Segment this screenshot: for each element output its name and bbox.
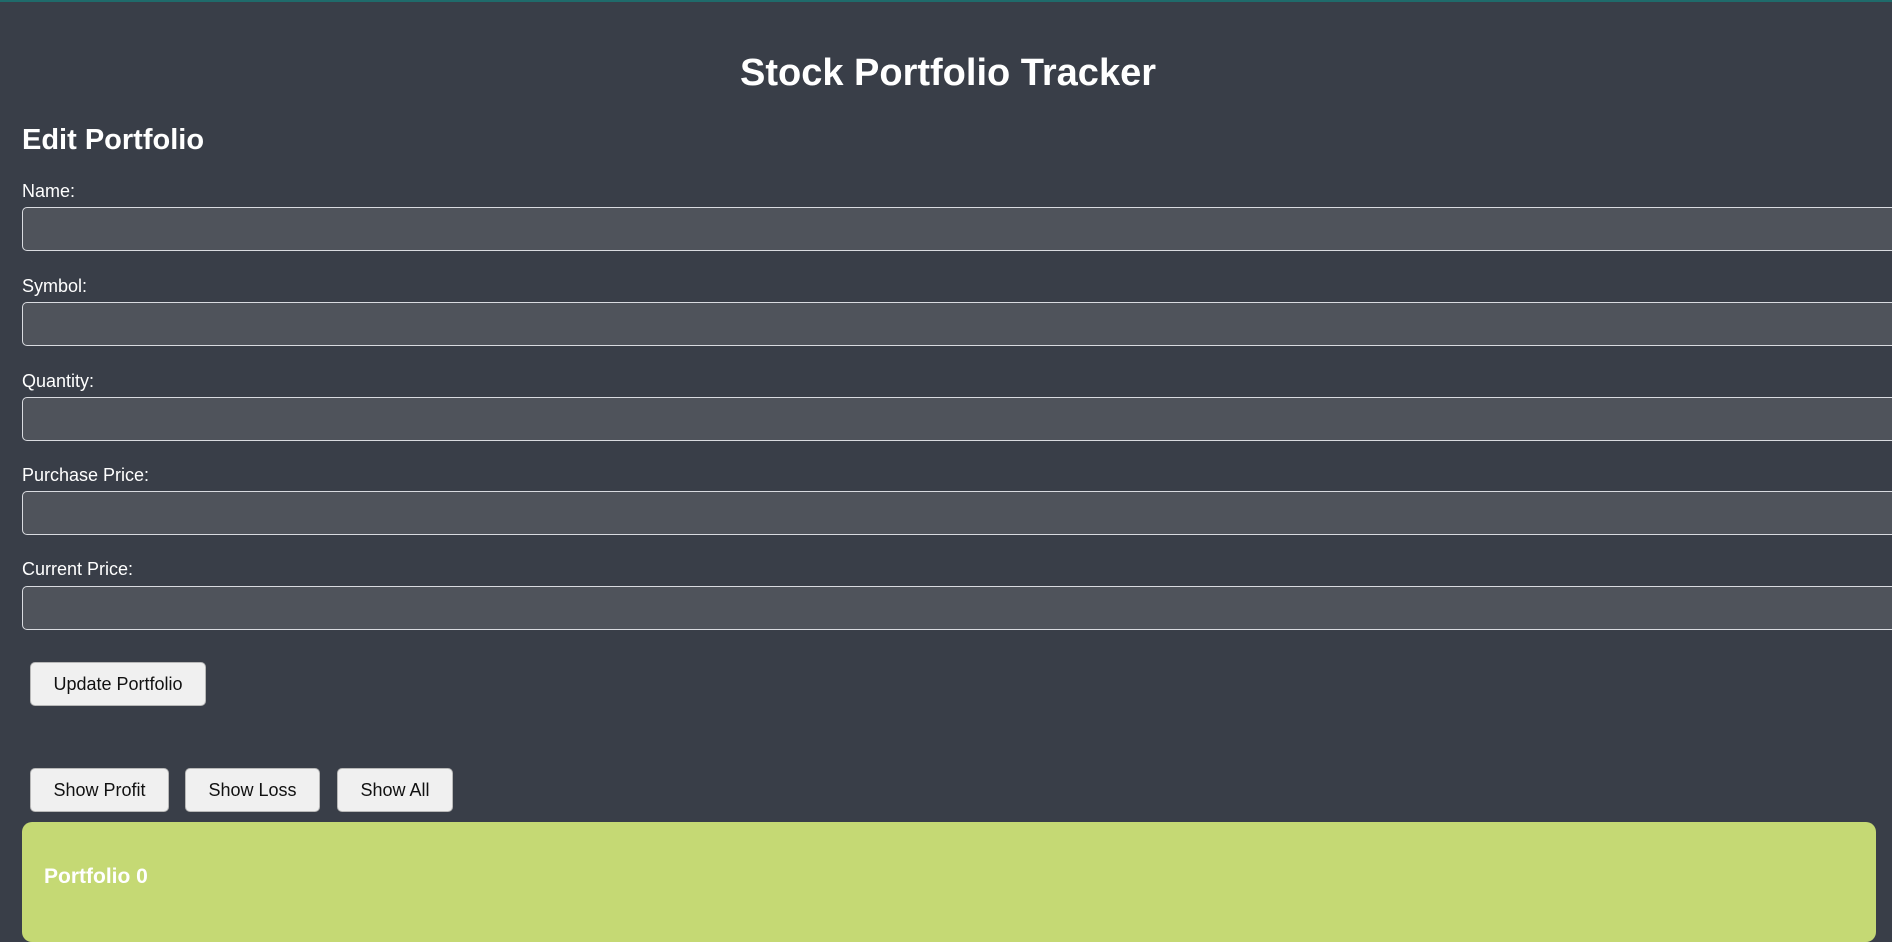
current-price-input[interactable]: [22, 586, 1892, 630]
show-loss-button[interactable]: Show Loss: [185, 768, 320, 812]
quantity-label: Quantity:: [22, 371, 95, 391]
purchase-price-label: Purchase Price:: [22, 465, 150, 485]
portfolio-title: Portfolio 0: [44, 865, 148, 888]
symbol-label: Symbol:: [22, 276, 88, 296]
show-all-button[interactable]: Show All: [337, 768, 453, 812]
quantity-input[interactable]: [22, 397, 1892, 441]
purchase-price-input[interactable]: [22, 491, 1892, 535]
current-price-label: Current Price:: [22, 559, 134, 579]
app-title: Stock Portfolio Tracker: [739, 52, 1156, 94]
name-label: Name:: [22, 181, 76, 201]
update-portfolio-button[interactable]: Update Portfolio: [30, 662, 206, 706]
symbol-input[interactable]: [22, 302, 1892, 346]
show-profit-button[interactable]: Show Profit: [30, 768, 169, 812]
edit-portfolio-heading: Edit Portfolio: [22, 124, 205, 156]
portfolio-card: Portfolio 0: [22, 822, 1876, 942]
name-input[interactable]: [22, 207, 1892, 251]
